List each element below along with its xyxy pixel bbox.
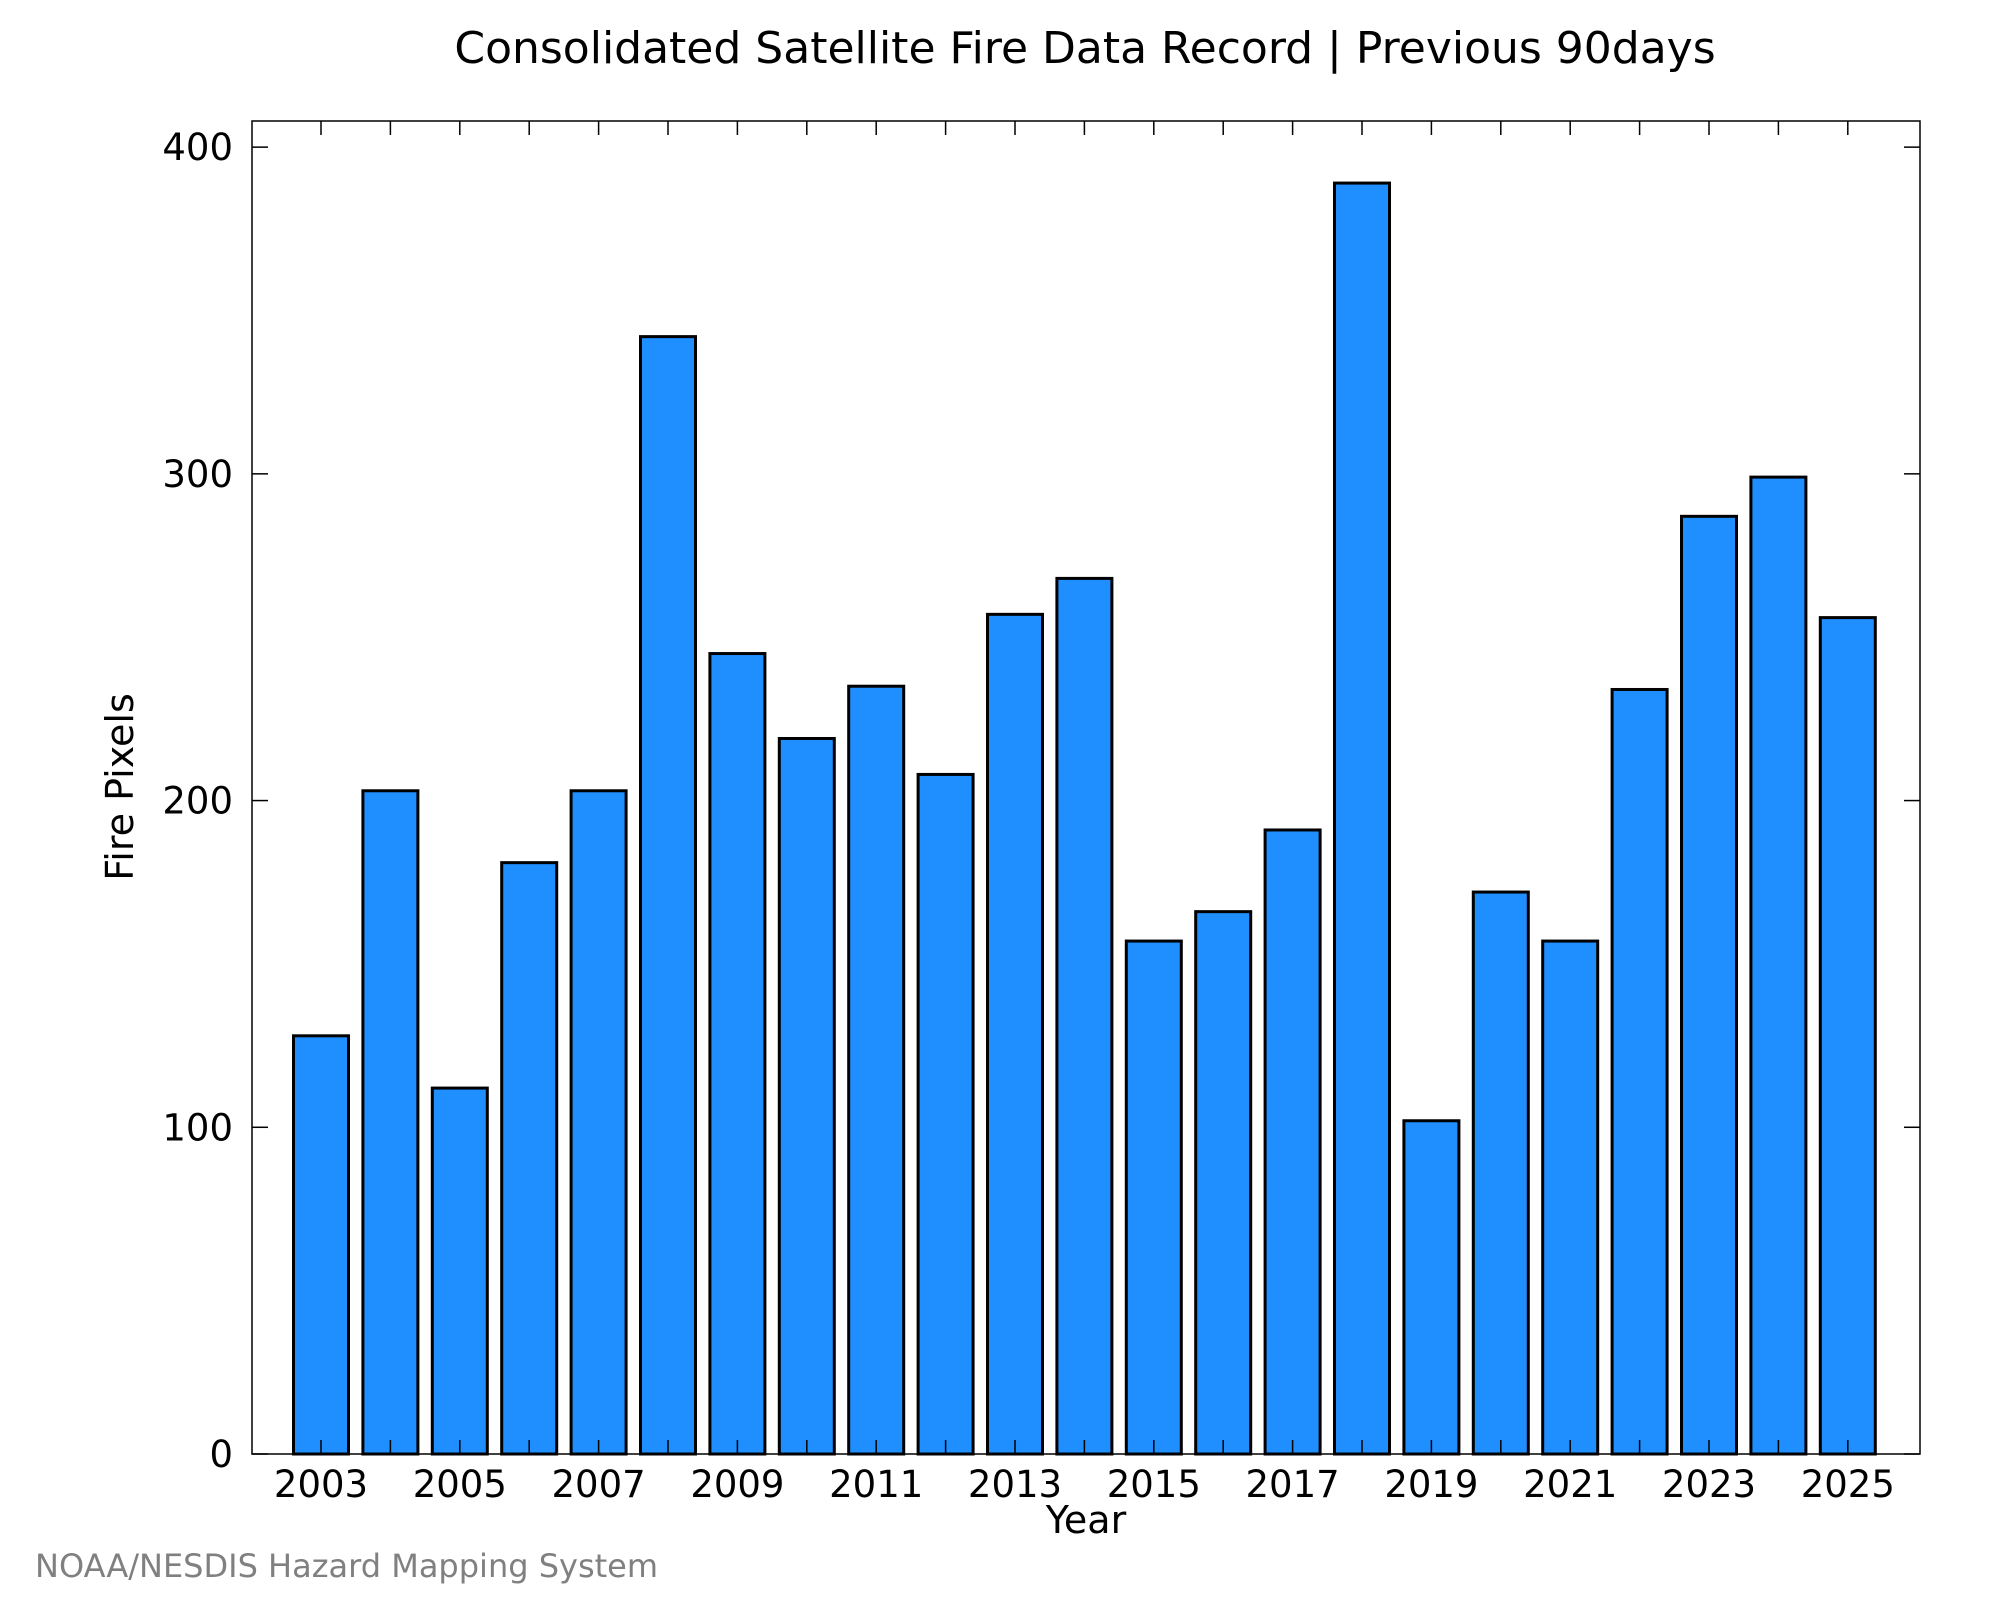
bar-2025 xyxy=(1818,616,1877,1456)
bars-group xyxy=(292,181,1877,1456)
x-tick-label-2017: 2017 xyxy=(1246,1463,1340,1506)
bar-2015 xyxy=(1124,939,1183,1456)
x-tick-label-2007: 2007 xyxy=(552,1463,646,1506)
bar-2005 xyxy=(430,1086,489,1456)
bar-2009 xyxy=(708,652,767,1456)
x-tick-label-2025: 2025 xyxy=(1801,1463,1895,1506)
bar-2010 xyxy=(777,736,836,1456)
y-tick-label-300: 300 xyxy=(162,453,233,496)
x-tick-label-2003: 2003 xyxy=(274,1463,368,1506)
bar-2024 xyxy=(1749,475,1808,1456)
bar-2012 xyxy=(916,772,975,1456)
x-tick-label-2013: 2013 xyxy=(968,1463,1062,1506)
x-tick-label-2023: 2023 xyxy=(1662,1463,1756,1506)
x-tick-label-2009: 2009 xyxy=(690,1463,784,1506)
bar-2008 xyxy=(639,335,697,1456)
y-tick-label-400: 400 xyxy=(162,126,233,169)
x-axis-label: Year xyxy=(1045,1498,1127,1542)
x-tick-label-2005: 2005 xyxy=(413,1463,507,1506)
bar-2021 xyxy=(1541,939,1600,1456)
y-tick-label-0: 0 xyxy=(209,1433,233,1476)
bar-2018 xyxy=(1333,181,1391,1456)
x-tick-label-2019: 2019 xyxy=(1384,1463,1478,1506)
x-tick-label-2011: 2011 xyxy=(829,1463,923,1506)
bar-2007 xyxy=(569,789,628,1456)
bar-2014 xyxy=(1055,576,1114,1456)
plot-frame xyxy=(251,120,1921,1455)
bar-2022 xyxy=(1610,687,1669,1456)
y-tick-label-200: 200 xyxy=(162,780,233,823)
bar-2019 xyxy=(1402,1119,1461,1456)
bar-2003 xyxy=(292,1034,350,1456)
x-tick-label-2021: 2021 xyxy=(1523,1463,1617,1506)
bar-2020 xyxy=(1471,890,1530,1456)
x-tick-label-2015: 2015 xyxy=(1107,1463,1201,1506)
y-tick-label-100: 100 xyxy=(162,1106,233,1149)
y-axis-label: Fire Pixels xyxy=(98,693,142,881)
bar-2006 xyxy=(500,861,559,1456)
bar-2016 xyxy=(1194,910,1253,1456)
bar-2017 xyxy=(1263,828,1322,1456)
bar-2011 xyxy=(847,684,906,1456)
source-credit: NOAA/NESDIS Hazard Mapping System xyxy=(35,1547,658,1585)
bar-2023 xyxy=(1680,514,1738,1456)
chart-title: Consolidated Satellite Fire Data Record … xyxy=(454,23,1715,74)
bar-2013 xyxy=(986,612,1044,1456)
bar-2004 xyxy=(361,789,420,1456)
